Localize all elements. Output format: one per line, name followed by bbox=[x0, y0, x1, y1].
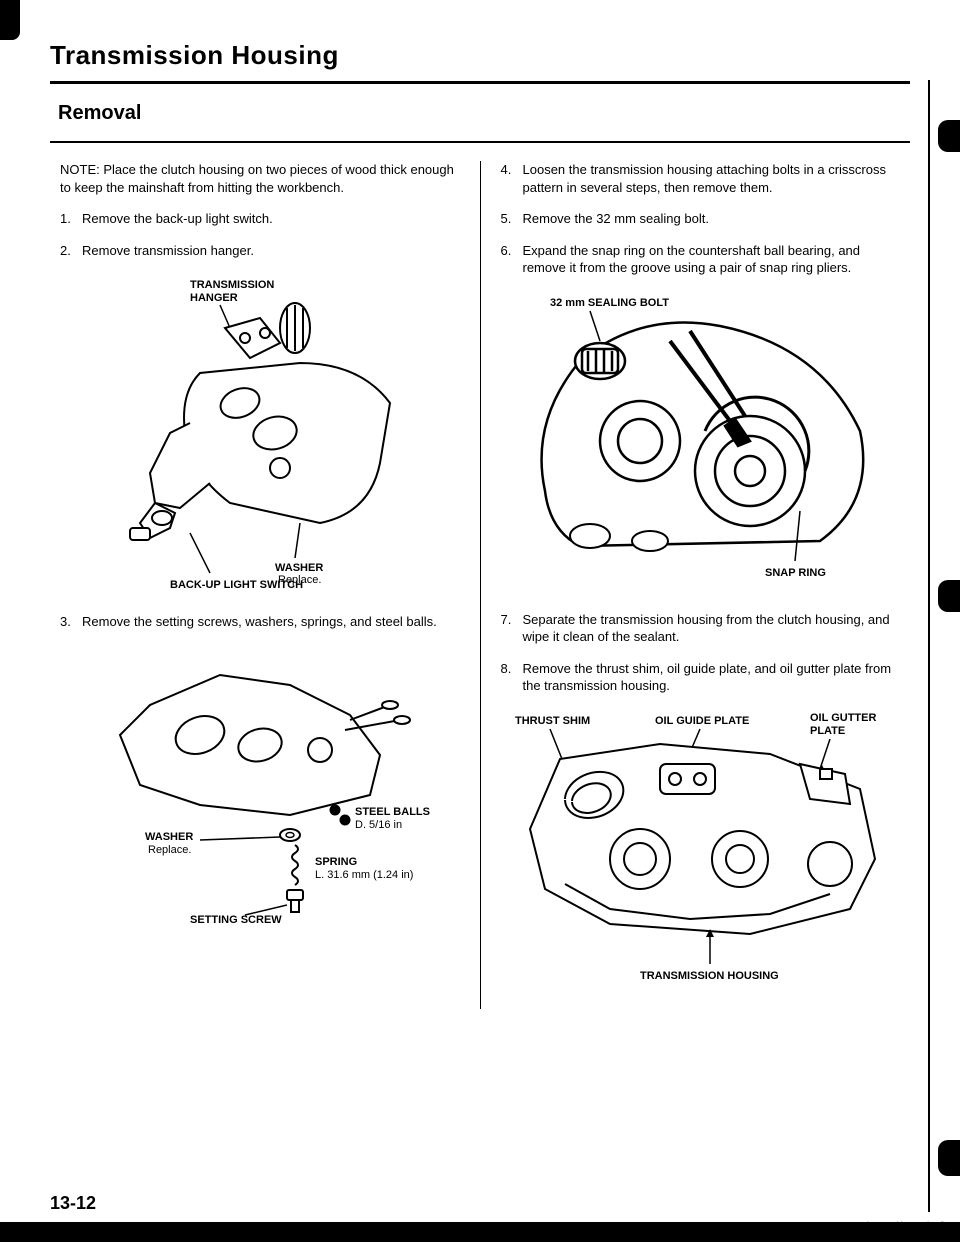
page-title: Transmission Housing bbox=[50, 40, 910, 71]
fig2-screw-label: SETTING SCREW bbox=[190, 914, 282, 925]
left-column: NOTE: Place the clutch housing on two pi… bbox=[50, 161, 481, 1009]
side-tab-1 bbox=[938, 120, 960, 152]
fig2-washer-sub: Replace. bbox=[148, 844, 191, 856]
edge-line bbox=[928, 80, 930, 1212]
step-num: 6. bbox=[501, 242, 523, 277]
step-4: 4. Loosen the transmission housing attac… bbox=[501, 161, 901, 196]
step-num: 3. bbox=[60, 613, 82, 631]
step-text: Remove the setting screws, washers, spri… bbox=[82, 613, 460, 631]
content-columns: NOTE: Place the clutch housing on two pi… bbox=[50, 161, 910, 1009]
watermark: carmanualsonline.info bbox=[795, 1218, 952, 1234]
step-text: Loosen the transmission housing attachin… bbox=[523, 161, 901, 196]
step-num: 4. bbox=[501, 161, 523, 196]
step-text: Expand the snap ring on the countershaft… bbox=[523, 242, 901, 277]
figure-4: THRUST SHIM OIL GUIDE PLATE OIL GUTTER P… bbox=[501, 709, 901, 989]
right-steps-2: 7. Separate the transmission housing fro… bbox=[501, 611, 901, 695]
fig4-gutter-label-2: PLATE bbox=[810, 725, 845, 737]
fig1-hanger-label-2: HANGER bbox=[190, 292, 238, 304]
step-num: 2. bbox=[60, 242, 82, 260]
step-num: 8. bbox=[501, 660, 523, 695]
step-7: 7. Separate the transmission housing fro… bbox=[501, 611, 901, 646]
side-tab-3 bbox=[938, 1140, 960, 1176]
fig4-housing-label: TRANSMISSION HOUSING bbox=[640, 970, 779, 982]
step-text: Remove transmission hanger. bbox=[82, 242, 460, 260]
step-1: 1. Remove the back-up light switch. bbox=[60, 210, 460, 228]
figure-2: STEEL BALLS D. 5/16 in WASHER Replace. S… bbox=[60, 645, 460, 925]
divider-thick bbox=[50, 81, 910, 84]
fig3-snapring-label: SNAP RING bbox=[765, 567, 826, 579]
fig2-balls-sub: D. 5/16 in bbox=[355, 819, 402, 831]
step-num: 7. bbox=[501, 611, 523, 646]
side-tab-2 bbox=[938, 580, 960, 612]
fig2-spring-sub: L. 31.6 mm (1.24 in) bbox=[315, 869, 413, 881]
step-num: 5. bbox=[501, 210, 523, 228]
left-steps: 1. Remove the back-up light switch. 2. R… bbox=[60, 210, 460, 259]
page: Transmission Housing Removal NOTE: Place… bbox=[0, 0, 960, 1242]
step-text: Remove the thrust shim, oil guide plate,… bbox=[523, 660, 901, 695]
figure-3: 32 mm SEALING BOLT bbox=[501, 291, 901, 591]
fig2-balls-label: STEEL BALLS bbox=[355, 806, 430, 818]
step-text: Remove the 32 mm sealing bolt. bbox=[523, 210, 901, 228]
figure-1: TRANSMISSION HANGER bbox=[60, 273, 460, 593]
right-steps-1: 4. Loosen the transmission housing attac… bbox=[501, 161, 901, 277]
step-text: Remove the back-up light switch. bbox=[82, 210, 460, 228]
fig1-switch-label: BACK-UP LIGHT SWITCH bbox=[170, 579, 303, 591]
fig1-washer-label: WASHER bbox=[275, 562, 323, 574]
step-6: 6. Expand the snap ring on the countersh… bbox=[501, 242, 901, 277]
step-text: Separate the transmission housing from t… bbox=[523, 611, 901, 646]
step-3: 3. Remove the setting screws, washers, s… bbox=[60, 613, 460, 631]
page-number: 13-12 bbox=[50, 1193, 96, 1214]
fig2-washer-label: WASHER bbox=[145, 831, 193, 843]
right-column: 4. Loosen the transmission housing attac… bbox=[481, 161, 911, 1009]
binder-notch bbox=[0, 0, 20, 40]
step-5: 5. Remove the 32 mm sealing bolt. bbox=[501, 210, 901, 228]
fig1-hanger-label-1: TRANSMISSION bbox=[190, 279, 274, 291]
divider-thin bbox=[50, 141, 910, 143]
fig4-gutter-label-1: OIL GUTTER bbox=[810, 712, 876, 724]
note-text: NOTE: Place the clutch housing on two pi… bbox=[60, 161, 460, 196]
fig4-thrust-label: THRUST SHIM bbox=[515, 715, 590, 727]
fig4-oilguide-label: OIL GUIDE PLATE bbox=[655, 715, 749, 727]
left-steps-2: 3. Remove the setting screws, washers, s… bbox=[60, 613, 460, 631]
fig2-spring-label: SPRING bbox=[315, 856, 357, 868]
step-8: 8. Remove the thrust shim, oil guide pla… bbox=[501, 660, 901, 695]
step-2: 2. Remove transmission hanger. bbox=[60, 242, 460, 260]
page-subtitle: Removal bbox=[58, 102, 910, 125]
fig3-bolt-label: 32 mm SEALING BOLT bbox=[550, 297, 669, 309]
step-num: 1. bbox=[60, 210, 82, 228]
